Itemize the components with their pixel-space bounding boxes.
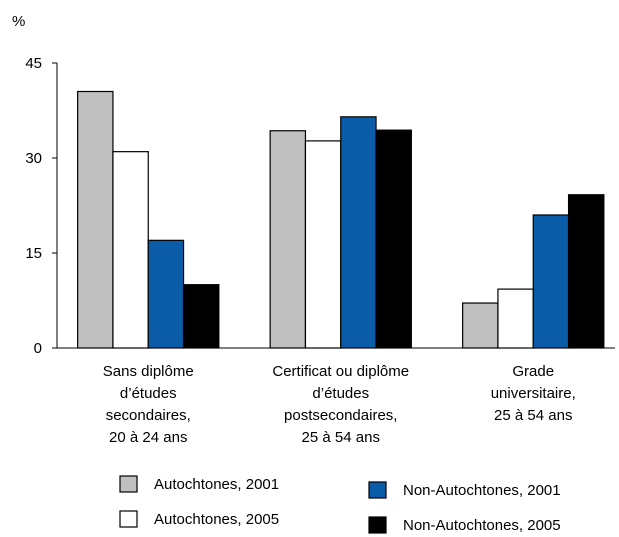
y-tick-label: 30 — [25, 150, 42, 167]
x-tick-label-line: secondaires, — [106, 407, 191, 424]
x-tick-label-line: Grade — [512, 363, 554, 380]
x-tick-label-line: Certificat ou diplôme — [272, 363, 409, 380]
legend-label: Autochtones, 2005 — [154, 511, 279, 528]
bar — [112, 151, 149, 349]
bar — [77, 90, 114, 349]
legend-swatch — [119, 510, 138, 528]
bar — [304, 140, 342, 349]
legend-swatch — [368, 481, 387, 499]
bar — [497, 288, 534, 349]
bar — [182, 284, 220, 349]
x-tick-label-line: 20 à 24 ans — [109, 429, 187, 446]
y-tick-label: 15 — [25, 245, 42, 262]
legend-swatch — [368, 516, 387, 534]
x-tick-label-line: universitaire, — [491, 385, 576, 402]
bar — [269, 130, 307, 349]
x-tick-label-line: postsecondaires, — [284, 407, 397, 424]
x-tick-label: Grade universitaire, 25 à 54 ans — [491, 363, 576, 424]
y-axis-label: % — [12, 13, 25, 30]
bar — [340, 116, 377, 349]
legend-label: Non-Autochtones, 2001 — [403, 482, 561, 499]
x-tick-label: Certificat ou diplôme d’études postseconda… — [272, 363, 409, 446]
x-tick-label: Sans diplôme d’études secondaires, 20 à 24 … — [103, 363, 194, 446]
x-tick-label-line: Sans diplôme — [103, 363, 194, 380]
bar — [375, 129, 412, 349]
y-tick-label: 0 — [34, 340, 42, 357]
y-tick-label: 45 — [25, 55, 42, 72]
legend-label: Autochtones, 2001 — [154, 476, 279, 493]
legend-label: Non-Autochtones, 2005 — [403, 517, 561, 534]
x-tick-label-line: 25 à 54 ans — [494, 407, 572, 424]
x-tick-label-line: d’études — [312, 385, 369, 402]
bar — [147, 239, 185, 349]
bar — [567, 194, 605, 349]
x-tick-label-line: d’études — [120, 385, 177, 402]
bar — [532, 214, 570, 349]
legend-swatch — [119, 475, 138, 493]
bar — [462, 302, 499, 349]
x-tick-label-line: 25 à 54 ans — [302, 429, 380, 446]
